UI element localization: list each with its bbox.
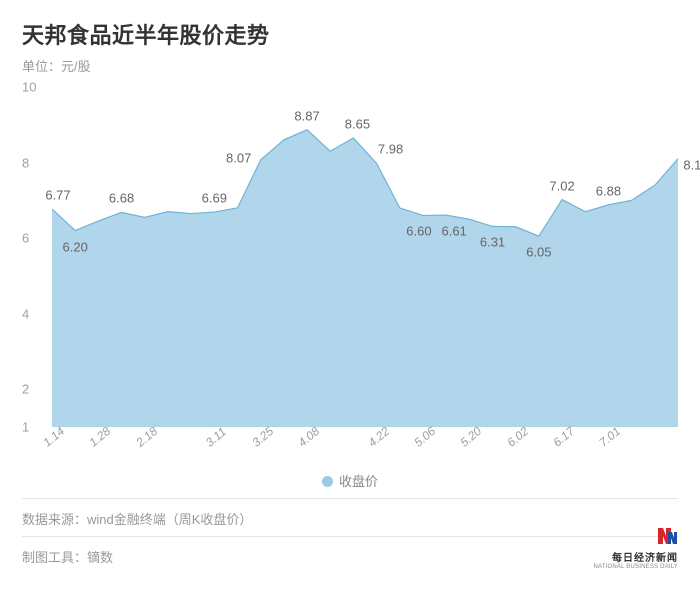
x-tick: 5.06 bbox=[411, 424, 438, 450]
data-label: 8.87 bbox=[294, 108, 319, 123]
tool-footer: 制图工具：镝数 每日经济新闻 NATIONAL BUSINESS DAILY bbox=[22, 536, 678, 574]
data-label: 7.98 bbox=[378, 142, 403, 157]
legend-label: 收盘价 bbox=[339, 474, 378, 489]
chart-area: 1246810 6.776.206.686.698.078.878.657.98… bbox=[22, 87, 678, 467]
brand-block: 每日经济新闻 NATIONAL BUSINESS DAILY bbox=[593, 526, 678, 570]
x-tick: 4.08 bbox=[295, 424, 322, 450]
data-label: 6.88 bbox=[596, 183, 621, 198]
x-axis: 1.141.282.183.113.254.084.225.065.206.02… bbox=[52, 433, 678, 467]
data-label: 6.77 bbox=[45, 188, 70, 203]
x-tick: 7.01 bbox=[597, 424, 624, 450]
source-footer: 数据来源：wind金融终端（周K收盘价） bbox=[22, 498, 678, 536]
area-fill bbox=[52, 130, 678, 427]
tool-label: 制图工具：镝数 bbox=[22, 550, 113, 565]
x-tick: 3.11 bbox=[203, 425, 229, 450]
data-label: 6.31 bbox=[480, 235, 505, 250]
y-tick: 10 bbox=[22, 80, 36, 95]
brand-logo-icon bbox=[656, 526, 678, 546]
x-tick: 1.28 bbox=[87, 424, 114, 450]
data-label: 6.05 bbox=[526, 245, 551, 260]
y-tick: 6 bbox=[22, 231, 29, 246]
data-label: 7.02 bbox=[549, 178, 574, 193]
y-tick: 4 bbox=[22, 306, 29, 321]
data-label: 8.07 bbox=[226, 150, 251, 165]
data-label: 8.10 bbox=[683, 157, 700, 172]
x-tick: 3.25 bbox=[249, 424, 276, 450]
x-tick: 6.17 bbox=[550, 424, 577, 450]
area-chart-svg bbox=[52, 87, 678, 427]
data-label: 6.69 bbox=[202, 191, 227, 206]
y-tick: 2 bbox=[22, 382, 29, 397]
brand-sub: NATIONAL BUSINESS DAILY bbox=[593, 564, 678, 570]
x-tick: 5.20 bbox=[458, 424, 485, 450]
y-axis: 1246810 bbox=[22, 87, 46, 427]
legend-dot-icon bbox=[322, 476, 333, 487]
x-tick: 6.02 bbox=[504, 424, 531, 450]
x-tick: 1.14 bbox=[40, 424, 67, 450]
data-label: 6.61 bbox=[441, 224, 466, 239]
chart-title: 天邦食品近半年股价走势 bbox=[22, 18, 678, 50]
brand-name: 每日经济新闻 bbox=[593, 549, 678, 564]
data-label: 8.65 bbox=[345, 117, 370, 132]
legend: 收盘价 bbox=[22, 471, 678, 490]
data-label: 6.20 bbox=[63, 239, 88, 254]
data-label: 6.60 bbox=[406, 224, 431, 239]
y-tick: 8 bbox=[22, 155, 29, 170]
plot-area: 6.776.206.686.698.078.878.657.986.606.61… bbox=[52, 87, 678, 427]
chart-container: 天邦食品近半年股价走势 单位：元/股 1 2 4 6 8 10 6.77 6.20 6.68 6… bbox=[0, 0, 700, 595]
y-tick: 1 bbox=[22, 420, 29, 435]
x-tick: 2.18 bbox=[133, 424, 160, 450]
chart-subtitle: 单位：元/股 bbox=[22, 56, 678, 75]
data-label: 6.68 bbox=[109, 191, 134, 206]
x-tick: 4.22 bbox=[365, 424, 392, 450]
